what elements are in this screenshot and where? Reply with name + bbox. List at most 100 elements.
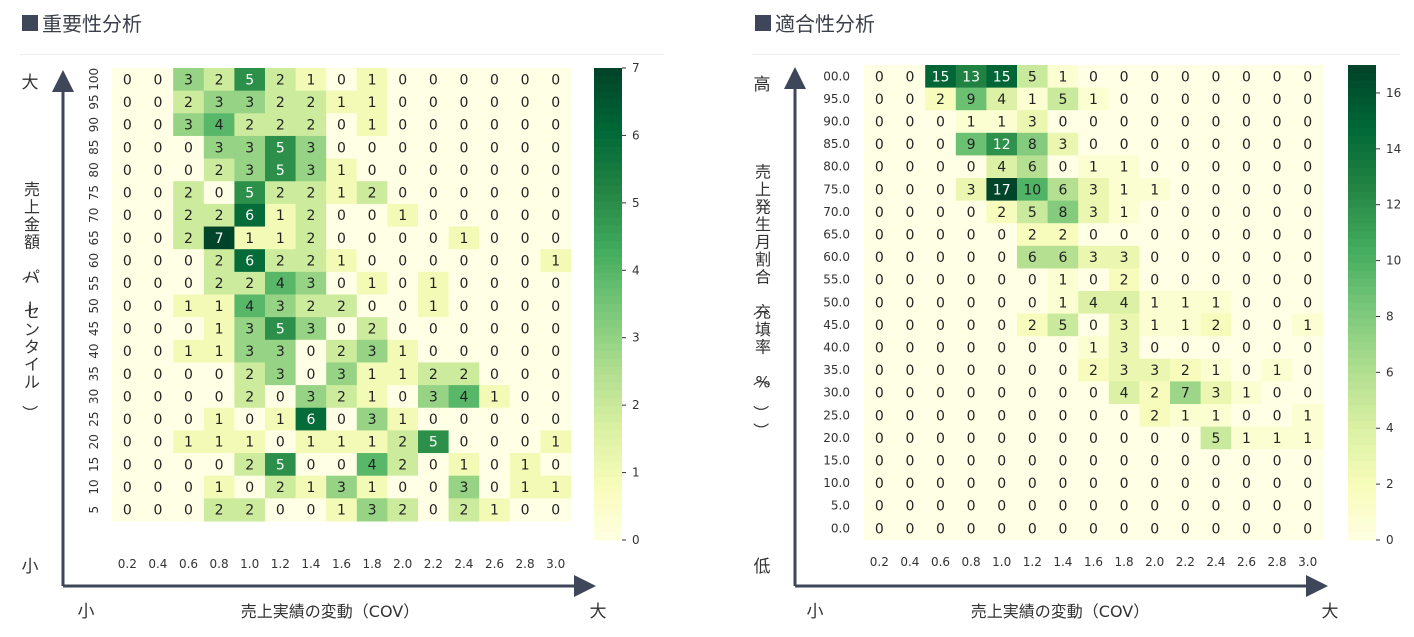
cell-value-label: 0: [1089, 137, 1098, 153]
cell-value-label: 1: [398, 412, 407, 428]
colorbar-segment: [594, 532, 622, 541]
cell-value-label: 5: [276, 457, 285, 473]
heatmap-cell: [864, 358, 896, 382]
y-tick-label: 40.0: [823, 341, 850, 355]
colorbar-segment: [594, 154, 622, 163]
heatmap-cell: [1261, 200, 1293, 224]
heatmap-cell: [1047, 200, 1079, 224]
heatmap-cell: [955, 65, 987, 89]
heatmap-cell: [295, 339, 327, 363]
heatmap-cell: [418, 249, 450, 273]
cell-value-label: 0: [429, 72, 438, 88]
cell-value-label: 2: [276, 118, 285, 134]
heatmap-cell: [173, 475, 205, 499]
heatmap-cell: [1017, 132, 1049, 156]
heatmap-cell: [387, 339, 419, 363]
colorbar-segment: [1348, 72, 1376, 82]
heatmap-cell: [864, 517, 896, 541]
heatmap-cell: [1292, 178, 1324, 202]
heatmap-cell: [1108, 223, 1140, 247]
heatmap-cell: [509, 68, 541, 92]
heatmap-cell: [540, 249, 572, 273]
cell-value-label: 0: [1058, 363, 1067, 379]
cell-value-label: 0: [1273, 228, 1282, 244]
colorbar-segment: [1348, 365, 1376, 375]
cell-value-label: 0: [1273, 205, 1282, 221]
cell-value-label: 2: [337, 299, 346, 315]
heatmap-cell: [864, 494, 896, 518]
heatmap-cell: [295, 203, 327, 228]
cell-value-label: 17: [993, 182, 1011, 198]
colorbar-tick-label: 3: [632, 331, 640, 345]
colorbar-segment: [594, 382, 622, 392]
cell-value-label: 3: [306, 321, 315, 337]
heatmap-cell: [955, 426, 987, 450]
colorbar-segment: [594, 335, 622, 344]
colorbar-segment: [594, 233, 622, 242]
cell-value-label: 0: [1242, 228, 1251, 244]
heatmap-cell: [955, 404, 987, 428]
heatmap-cell: [1170, 155, 1202, 179]
heatmap-cell: [1017, 426, 1049, 450]
cell-value-label: 0: [1273, 182, 1282, 198]
heatmap-cell: [1170, 517, 1202, 541]
cell-value-label: 0: [1150, 250, 1159, 266]
cell-value-label: 8: [1058, 205, 1067, 221]
heatmap-cell: [326, 430, 358, 454]
chart-panel-suitability: [752, 54, 1400, 621]
y-tick-label: 90.0: [823, 115, 850, 129]
heatmap-cell: [1078, 426, 1110, 450]
cell-value-label: 1: [459, 457, 468, 473]
cell-value-label: 0: [967, 431, 976, 447]
heatmap-cell: [356, 339, 388, 363]
cell-value-label: 3: [1120, 363, 1129, 379]
heatmap-cell: [1200, 471, 1232, 495]
cell-value-label: 0: [1181, 273, 1190, 289]
colorbar-segment: [1348, 104, 1376, 114]
heatmap-cell: [1231, 65, 1263, 89]
y-tick-label: 35: [87, 366, 101, 381]
cell-value-label: 4: [1120, 386, 1129, 402]
cell-value-label: 0: [1303, 499, 1312, 515]
cell-value-label: 3: [1058, 137, 1067, 153]
colorbar-segment: [1348, 508, 1376, 517]
y-tick-label: 35.0: [823, 363, 850, 377]
cell-value-label: 1: [184, 344, 193, 360]
heatmap-cell: [142, 113, 174, 137]
heatmap-cell: [112, 203, 144, 228]
heatmap-cell: [234, 90, 266, 114]
cell-value-label: 0: [153, 457, 162, 473]
cell-value-label: 0: [459, 186, 468, 202]
cell-value-label: 4: [215, 118, 224, 134]
heatmap-cell: [142, 498, 174, 522]
heatmap-cell: [1200, 449, 1232, 473]
cell-value-label: 3: [276, 344, 285, 360]
cell-value-label: 2: [398, 503, 407, 519]
cell-value-label: 3: [1089, 250, 1098, 266]
cell-value-label: 0: [1089, 386, 1098, 402]
heatmap-cell: [387, 181, 419, 205]
cell-value-label: 0: [123, 254, 132, 270]
cell-value-label: 1: [1273, 431, 1282, 447]
heatmap-cell: [326, 475, 358, 499]
y-tick-label: 5.0: [831, 499, 850, 513]
heatmap-cell: [265, 385, 297, 409]
heatmap-cell: [326, 226, 358, 250]
y-tick-label: 70: [87, 208, 101, 223]
colorbar-segment: [594, 288, 622, 297]
cell-value-label: 0: [1150, 341, 1159, 357]
cell-value-label: 0: [123, 186, 132, 202]
cell-value-label: 0: [1303, 92, 1312, 108]
cell-value-label: 0: [1089, 521, 1098, 537]
cell-value-label: 0: [1120, 92, 1129, 108]
heatmap-cell: [418, 135, 450, 160]
y-tick-label: 30: [87, 389, 101, 404]
cell-value-label: 0: [997, 476, 1006, 492]
cell-value-label: 0: [1058, 341, 1067, 357]
cell-value-label: 0: [398, 140, 407, 156]
cell-value-label: 3: [245, 321, 254, 337]
heatmap-cell: [955, 268, 987, 292]
cell-value-label: 0: [936, 454, 945, 470]
cell-value-label: 0: [1303, 386, 1312, 402]
